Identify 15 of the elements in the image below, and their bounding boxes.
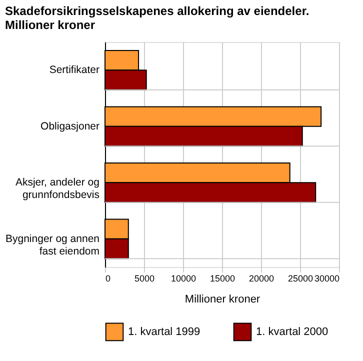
x-tick-label: 30000 [314,274,340,284]
y-tick-label: Bygninger og annen fast eiendom [6,232,100,258]
legend-label: 1. kvartal 2000 [256,326,328,338]
x-axis-title: Millioner kroner [184,294,260,306]
x-tick-label: 15000 [210,274,236,284]
x-tick-label: 0 [106,274,111,284]
y-tick-label: Aksjer, andeler og grunnfondsbevis [15,176,100,202]
x-tick-label: 25000 [288,274,314,284]
y-tick-label: Obligasjoner [40,120,100,132]
chart-title: Skadeforsikringsselskapenes allokering av eiendeler. Millioner kroner [5,4,310,32]
x-tick-label: 10000 [170,274,196,284]
x-tick-label: 5000 [134,274,155,284]
y-tick-label: Sertifikater [49,64,100,76]
legend-label: 1. kvartal 1999 [128,326,200,338]
x-tick-label: 20000 [248,274,274,284]
